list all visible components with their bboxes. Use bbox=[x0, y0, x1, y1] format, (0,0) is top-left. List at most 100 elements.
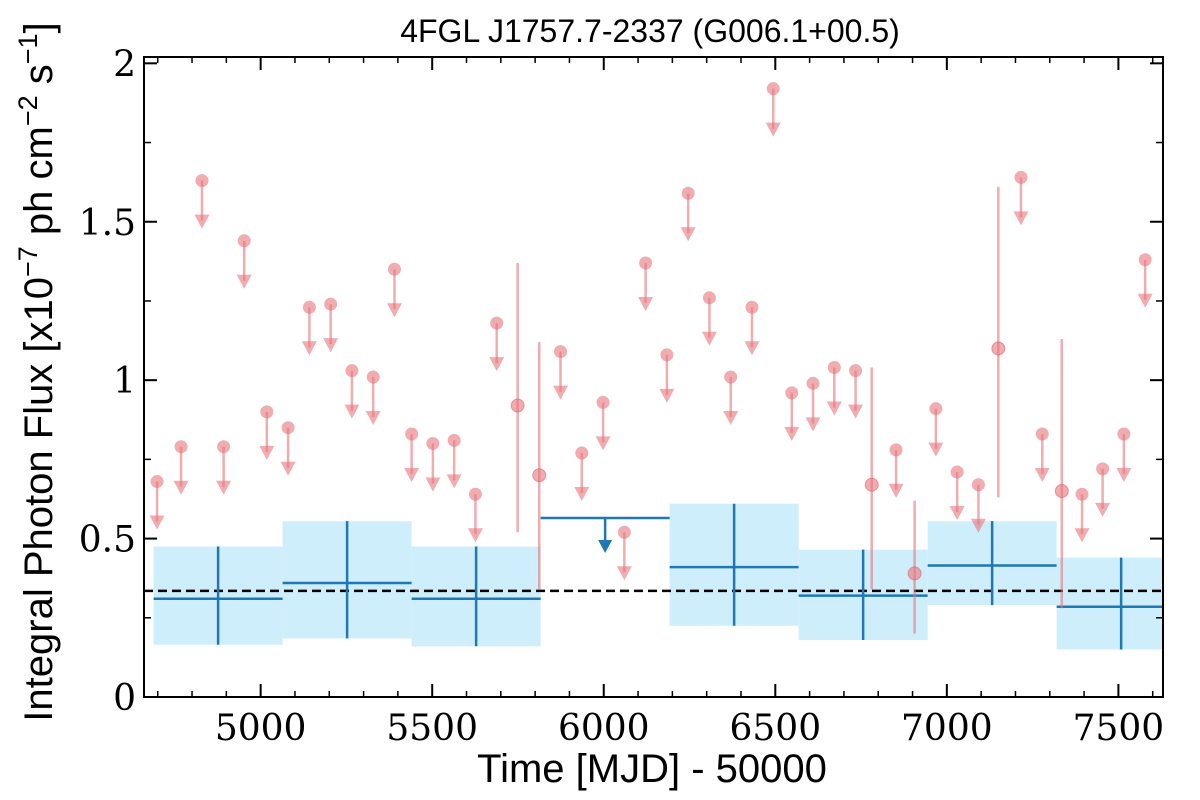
short-bin-upper-limit-point bbox=[366, 370, 380, 384]
short-bin-point bbox=[864, 477, 879, 492]
short-bin-upper-limit-arrow bbox=[805, 417, 821, 432]
short-bin-upper-limit-arrow bbox=[386, 303, 402, 318]
short-bin-upper-limit-arrow bbox=[489, 357, 505, 372]
short-bin-upper-limit-point bbox=[1117, 427, 1131, 441]
short-bin-point bbox=[532, 468, 547, 483]
short-bin-upper-limit-arrow bbox=[404, 468, 420, 483]
short-bin-upper-limit-point bbox=[681, 186, 695, 200]
short-bin-upper-limit-arrow bbox=[467, 528, 483, 543]
axes-frame bbox=[143, 56, 1164, 698]
short-bin-upper-limit-arrow bbox=[323, 338, 339, 353]
short-bin-upper-limit-point bbox=[426, 437, 440, 451]
short-bin-upper-limit-arrow bbox=[1137, 293, 1153, 308]
short-bin-upper-limit-point bbox=[660, 348, 674, 362]
short-bin-upper-limit-point bbox=[1035, 427, 1049, 441]
short-bin-upper-limit-arrow bbox=[173, 480, 189, 495]
short-bin-upper-limit-point bbox=[766, 82, 780, 96]
short-bin-upper-limit-point bbox=[405, 427, 419, 441]
short-bin-point bbox=[1054, 484, 1069, 499]
short-bin-upper-limit-point bbox=[174, 440, 188, 454]
y-tick-label: 0 bbox=[113, 678, 136, 719]
short-bin-upper-limit-arrow bbox=[425, 477, 441, 492]
short-bin-upper-limit-point bbox=[827, 360, 841, 374]
y-axis-label-post: ] bbox=[17, 22, 61, 33]
short-bin-upper-limit-arrow bbox=[970, 518, 986, 533]
short-bin-upper-limit-point bbox=[617, 525, 631, 539]
short-bin-upper-limit-arrow bbox=[216, 480, 232, 495]
short-bin-upper-limit-arrow bbox=[848, 404, 864, 419]
y-axis-label-mid: ph cm bbox=[17, 126, 61, 246]
short-bin-upper-limit-arrow bbox=[659, 388, 675, 403]
short-bin-upper-limit-arrow bbox=[1013, 211, 1029, 226]
chart-title: 4FGL J1757.7-2337 (G006.1+00.5) bbox=[400, 13, 900, 49]
x-tick-label: 7500 bbox=[1073, 708, 1165, 749]
x-tick-label: 7000 bbox=[901, 708, 993, 749]
short-bin-upper-limit-arrow bbox=[1074, 528, 1090, 543]
short-bin-upper-limit-arrow bbox=[744, 341, 760, 356]
short-bin-upper-limit-arrow bbox=[701, 331, 717, 346]
short-bin-upper-limit-arrow bbox=[765, 122, 781, 137]
short-bin-upper-limit-point bbox=[724, 370, 738, 384]
short-bin-upper-limit-point bbox=[596, 395, 610, 409]
y-axis-label: Integral Photon Flux [x10−7 ph cm−2 s−1] bbox=[13, 22, 61, 721]
short-bin-upper-limit-point bbox=[387, 262, 401, 276]
y-tick-label: 2 bbox=[113, 44, 136, 85]
y-tick-label: 0.5 bbox=[79, 520, 136, 561]
short-bin-upper-limit-point bbox=[806, 376, 820, 390]
x-tick-label: 5000 bbox=[215, 708, 307, 749]
short-bin-upper-limit-arrow bbox=[446, 474, 462, 489]
short-bin-upper-limit-point bbox=[281, 421, 295, 435]
short-bin-upper-limit-arrow bbox=[365, 411, 381, 425]
y-axis-label-pre: Integral Photon Flux [x10 bbox=[17, 277, 61, 722]
short-bin-upper-limit-arrow bbox=[888, 483, 904, 498]
short-bin-upper-limit-arrow bbox=[826, 401, 842, 416]
short-bin-upper-limit-arrow bbox=[949, 506, 965, 521]
short-bin-upper-limit-arrow bbox=[680, 227, 696, 242]
short-bin-upper-limit-point bbox=[195, 174, 209, 188]
short-bin-upper-limit-arrow bbox=[553, 385, 569, 400]
plot-area: 5000 5500 6000 6500 7000 7500 0 0.5 1 1.5 2 bbox=[79, 44, 1165, 749]
short-bin-upper-limit-point bbox=[490, 316, 504, 330]
short-bin-upper-limit-point bbox=[217, 440, 231, 454]
short-bin-upper-limit-point bbox=[950, 465, 964, 479]
y-axis-label-exp3: −1 bbox=[13, 33, 43, 64]
short-bin-upper-limit-point bbox=[639, 256, 653, 270]
short-bin-upper-limit-arrow bbox=[616, 566, 632, 581]
short-bin-upper-limit-point bbox=[702, 291, 716, 305]
x-tick-label: 6500 bbox=[729, 708, 821, 749]
short-bin-upper-limit-point bbox=[1096, 462, 1110, 476]
short-bin-upper-limit-arrow bbox=[1034, 468, 1050, 483]
long-bin-upper-limit-arrow bbox=[598, 539, 613, 553]
plot-content bbox=[144, 82, 1163, 650]
short-bin-upper-limit-arrow bbox=[574, 487, 590, 502]
short-bin-upper-limit-point bbox=[575, 446, 589, 460]
short-bin-upper-limit-arrow bbox=[928, 442, 944, 457]
y-axis-label-exp2: −2 bbox=[13, 95, 43, 126]
short-bin-upper-limit-arrow bbox=[1116, 468, 1132, 483]
y-tick-label: 1.5 bbox=[79, 203, 136, 244]
short-bin-point bbox=[991, 341, 1006, 356]
short-bin-upper-limit-arrow bbox=[1095, 502, 1111, 517]
long-bin-band bbox=[1056, 557, 1163, 650]
short-bin-upper-limit-arrow bbox=[344, 404, 360, 419]
short-bin-upper-limit-point bbox=[150, 475, 164, 489]
short-bin-upper-limit-point bbox=[889, 443, 903, 457]
short-bin-upper-limit-point bbox=[1075, 487, 1089, 501]
short-bin-upper-limit-point bbox=[345, 364, 359, 378]
short-bin-upper-limit-arrow bbox=[638, 296, 654, 311]
x-tick-label: 6000 bbox=[558, 708, 650, 749]
short-bin-upper-limit-point bbox=[302, 300, 316, 314]
short-bin-upper-limit-arrow bbox=[595, 436, 611, 451]
short-bin-upper-limit-arrow bbox=[259, 445, 275, 460]
short-bin-upper-limit-point bbox=[929, 402, 943, 416]
y-tick-label: 1 bbox=[113, 361, 136, 402]
short-bin-upper-limit-point bbox=[745, 300, 759, 314]
short-bin-upper-limit-point bbox=[324, 297, 338, 311]
x-axis-label: Time [MJD] - 50000 bbox=[477, 747, 827, 791]
short-bin-upper-limit-arrow bbox=[280, 461, 296, 476]
short-bin-upper-limit-point bbox=[554, 345, 568, 359]
short-bin-upper-limit-arrow bbox=[236, 274, 252, 289]
short-bin-point bbox=[510, 398, 525, 413]
short-bin-upper-limit-arrow bbox=[149, 515, 165, 530]
